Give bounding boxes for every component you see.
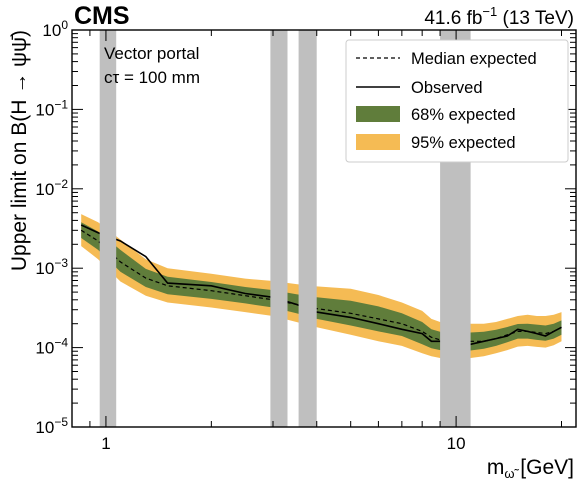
x-tick-label: 1 [101,434,110,453]
model-label: Vector portal [104,44,199,63]
x-axis-title: mω̃ [GeV] [487,456,574,481]
lifetime-label: cτ = 100 mm [104,68,200,87]
veto-band-1 [99,30,117,427]
y-tick-label: 10−3 [35,256,68,278]
x-tick-label: 10 [447,434,466,453]
legend-box [345,39,569,163]
legend-label-observed: Observed [411,79,483,97]
legend-swatch-95-expected [356,134,400,150]
axis-tick-labels: 1 10 10−5 10−4 10−3 10−2 10−1 100 [35,18,465,453]
veto-band-2 [270,30,288,427]
experiment-label: CMS [74,2,130,30]
band-68-expected [81,222,562,351]
legend-swatch-68-expected [356,106,400,122]
legend-label-median-expected: Median expected [411,50,537,68]
y-tick-label: 10−4 [35,336,68,358]
legend-label-68-expected: 68% expected [411,106,516,124]
y-tick-label: 100 [42,18,68,40]
luminosity-label: 41.6 fb−1 (13 TeV) [424,4,574,29]
legend-label-95-expected: 95% expected [411,134,516,152]
axis-ticks [71,29,576,428]
veto-band-3 [298,30,317,427]
observed-line [80,224,562,346]
limit-lines [80,224,562,346]
y-tick-label: 10−2 [35,177,68,199]
y-tick-label: 10−1 [35,97,68,119]
y-tick-label: 10−5 [35,415,68,437]
plot-frame [71,29,577,428]
y-axis-title: Upper limit on B(H → ψψ̄) [8,30,31,271]
band-68-area [81,222,562,351]
legend: Median expected Observed 68% expected 95… [345,39,569,163]
